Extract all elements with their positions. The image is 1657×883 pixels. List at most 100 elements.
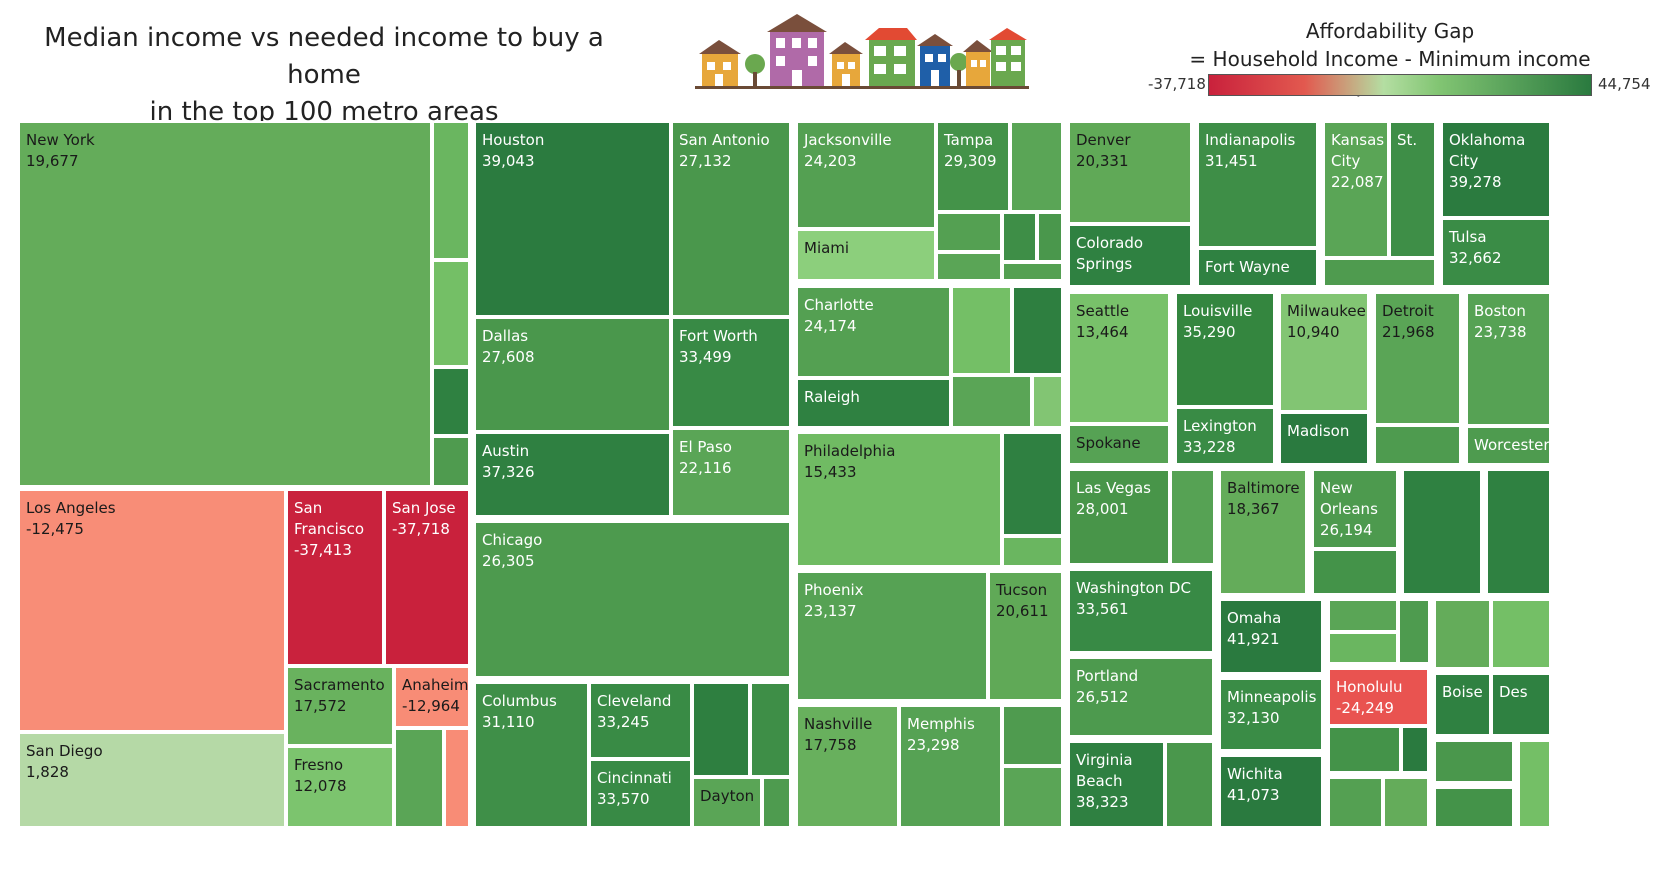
treemap-tile[interactable]: Philadelphia 15,433	[796, 432, 1002, 567]
treemap-tile[interactable]: Portland 26,512	[1068, 657, 1214, 737]
treemap-tile[interactable]	[394, 728, 444, 828]
treemap-tile[interactable]: Tulsa 32,662	[1441, 218, 1551, 287]
treemap-tile[interactable]	[1434, 787, 1514, 828]
treemap-tile[interactable]	[1002, 212, 1037, 262]
treemap-tile[interactable]: Boston 23,738	[1466, 292, 1551, 426]
treemap-tile[interactable]	[1165, 741, 1214, 828]
treemap-tile[interactable]: Colorado Springs	[1068, 224, 1192, 287]
treemap-tile[interactable]	[1374, 425, 1461, 465]
treemap-tile[interactable]: Jacksonville 24,203	[796, 121, 936, 229]
treemap-tile[interactable]: Fresno 12,078	[286, 746, 394, 828]
treemap-tile[interactable]: New York 19,677	[18, 121, 432, 487]
treemap-tile[interactable]	[951, 375, 1032, 428]
treemap-tile[interactable]: Houston 39,043	[474, 121, 671, 317]
treemap-tile[interactable]: Cincinnati 33,570	[589, 759, 692, 828]
treemap-tile[interactable]: Fort Worth 33,499	[671, 317, 791, 428]
treemap-tile[interactable]: Detroit 21,968	[1374, 292, 1461, 425]
treemap-tile[interactable]	[1002, 432, 1063, 536]
treemap-tile[interactable]	[750, 682, 791, 777]
treemap-tile[interactable]: Baltimore 18,367	[1219, 469, 1307, 595]
treemap-tile[interactable]: Los Angeles -12,475	[18, 489, 286, 732]
treemap-tile[interactable]	[432, 436, 470, 487]
treemap-tile[interactable]: Oklahoma City 39,278	[1441, 121, 1551, 218]
treemap-tile[interactable]: Las Vegas 28,001	[1068, 469, 1170, 565]
treemap-tile[interactable]: Lexington 33,228	[1175, 407, 1275, 465]
treemap-tile[interactable]	[1037, 212, 1063, 262]
treemap-tile[interactable]: Indianapolis 31,451	[1197, 121, 1318, 248]
treemap-tile[interactable]: Kansas City 22,087	[1323, 121, 1389, 258]
treemap-tile[interactable]	[692, 682, 750, 777]
treemap-tile[interactable]	[1491, 599, 1551, 669]
treemap-tile[interactable]: Austin 37,326	[474, 432, 671, 517]
treemap-tile[interactable]: Fort Wayne	[1197, 248, 1318, 287]
treemap-tile[interactable]: Seattle 13,464	[1068, 292, 1170, 424]
treemap-tile[interactable]: Miami	[796, 229, 936, 281]
treemap-tile[interactable]: Dallas 27,608	[474, 317, 671, 432]
treemap-tile[interactable]: Louisville 35,290	[1175, 292, 1275, 407]
treemap-tile[interactable]	[1401, 726, 1429, 773]
treemap-tile[interactable]	[951, 286, 1012, 375]
treemap-tile[interactable]	[1002, 536, 1063, 567]
treemap-tile[interactable]: Des	[1491, 673, 1551, 736]
treemap-tile[interactable]: Milwaukee 10,940	[1279, 292, 1369, 412]
treemap-tile[interactable]	[1328, 726, 1401, 773]
treemap-tile[interactable]	[1002, 766, 1063, 828]
treemap-tile[interactable]	[432, 367, 470, 436]
treemap-tile[interactable]: St.	[1389, 121, 1436, 258]
treemap-tile[interactable]: Minneapolis 32,130	[1219, 678, 1323, 751]
treemap-tile[interactable]: Sacramento 17,572	[286, 666, 394, 746]
treemap-tile[interactable]: El Paso 22,116	[671, 428, 791, 517]
treemap-tile[interactable]: San Jose -37,718	[384, 489, 470, 666]
treemap-tile[interactable]: Wichita 41,073	[1219, 755, 1323, 828]
treemap-tile[interactable]	[762, 777, 791, 828]
treemap-tile[interactable]	[444, 728, 470, 828]
treemap-tile[interactable]: Charlotte 24,174	[796, 286, 951, 378]
treemap-tile[interactable]: New Orleans 26,194	[1312, 469, 1398, 549]
treemap-tile[interactable]: Nashville 17,758	[796, 705, 899, 828]
treemap-tile[interactable]	[936, 252, 1002, 281]
treemap-tile[interactable]: San Antonio 27,132	[671, 121, 791, 317]
treemap-tile[interactable]: Honolulu -24,249	[1328, 668, 1429, 726]
treemap-tile[interactable]: Washington DC 33,561	[1068, 569, 1214, 653]
treemap-tile[interactable]	[1170, 469, 1215, 565]
treemap-tile[interactable]	[1402, 469, 1482, 595]
treemap-tile[interactable]	[432, 260, 470, 367]
treemap-tile[interactable]: Phoenix 23,137	[796, 571, 988, 701]
treemap-tile[interactable]: Dayton	[692, 777, 762, 828]
treemap-tile[interactable]	[1002, 262, 1063, 281]
treemap-tile[interactable]: Denver 20,331	[1068, 121, 1192, 224]
treemap-tile[interactable]	[1383, 777, 1429, 828]
treemap-tile[interactable]	[1002, 705, 1063, 766]
treemap-tile[interactable]	[1328, 599, 1398, 632]
treemap-tile[interactable]: Tucson 20,611	[988, 571, 1063, 701]
treemap-tile[interactable]: Columbus 31,110	[474, 682, 589, 828]
treemap-tile[interactable]	[1312, 549, 1398, 595]
treemap-tile[interactable]	[432, 121, 470, 260]
treemap-tile[interactable]: Boise	[1434, 673, 1491, 736]
treemap-tile[interactable]: Madison	[1279, 412, 1369, 465]
treemap-tile[interactable]	[1012, 286, 1063, 375]
treemap-tile[interactable]	[1518, 740, 1551, 828]
treemap-tile[interactable]	[1398, 599, 1430, 664]
treemap-tile[interactable]: Worcester	[1466, 426, 1551, 465]
treemap-tile[interactable]	[1486, 469, 1551, 595]
treemap-tile[interactable]: San Francisco -37,413	[286, 489, 384, 666]
treemap-tile[interactable]: Memphis 23,298	[899, 705, 1002, 828]
treemap-tile[interactable]	[1434, 599, 1491, 669]
treemap-tile[interactable]	[1328, 632, 1398, 664]
treemap-tile[interactable]	[1010, 121, 1063, 212]
treemap-tile[interactable]	[1323, 258, 1436, 287]
treemap-tile[interactable]	[1032, 375, 1063, 428]
treemap-tile[interactable]: San Diego 1,828	[18, 732, 286, 828]
treemap-tile[interactable]: Raleigh	[796, 378, 951, 428]
treemap-tile[interactable]	[1328, 777, 1383, 828]
treemap-tile[interactable]: Omaha 41,921	[1219, 599, 1323, 674]
treemap-tile[interactable]	[936, 212, 1002, 252]
treemap-tile[interactable]: Spokane	[1068, 424, 1170, 465]
treemap-tile[interactable]: Cleveland 33,245	[589, 682, 692, 759]
treemap-tile[interactable]: Tampa 29,309	[936, 121, 1010, 212]
treemap-tile[interactable]: Virginia Beach 38,323	[1068, 741, 1165, 828]
treemap-tile[interactable]: Anaheim -12,964	[394, 666, 470, 728]
treemap-tile[interactable]	[1434, 740, 1514, 783]
treemap-tile[interactable]: Chicago 26,305	[474, 521, 791, 678]
